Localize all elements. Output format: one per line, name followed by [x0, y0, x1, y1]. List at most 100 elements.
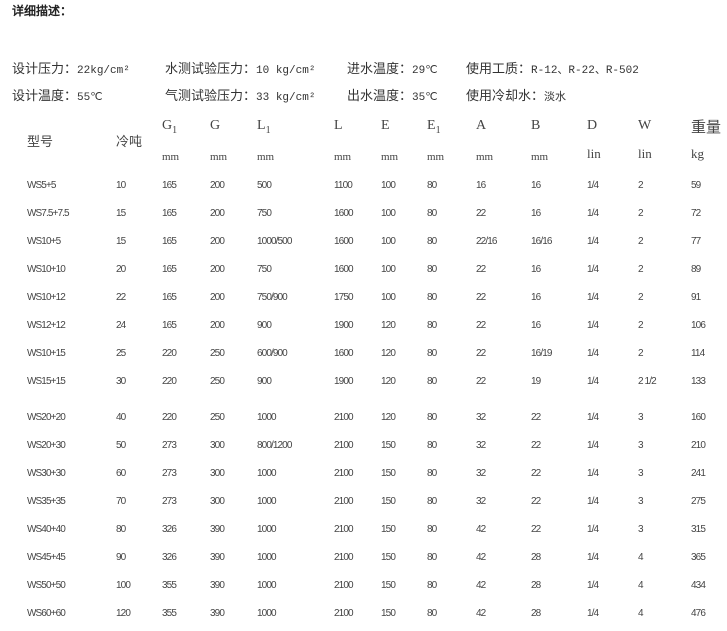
spec-label: 进水温度：: [347, 61, 413, 76]
cell-w: 3: [638, 496, 644, 507]
cell-e: 150: [381, 468, 396, 479]
cell-e: 150: [381, 552, 396, 563]
cell-model: WS7.5+7.5: [27, 208, 70, 219]
cell-l: 1900: [334, 320, 354, 331]
spec-label: 出水温度：: [347, 88, 413, 103]
cell-b: 22: [531, 412, 541, 423]
spec-label: 设计温度：: [12, 88, 78, 103]
spec-value: 10 kg/cm²: [256, 65, 316, 77]
cell-a: 32: [476, 412, 486, 423]
column-header-l1: L1: [257, 118, 271, 136]
column-header-tons: 冷吨: [116, 131, 142, 150]
column-label: 重量: [691, 118, 722, 136]
cell-w: 3: [638, 468, 644, 479]
cell-b: 28: [531, 580, 541, 591]
cell-d: 1/4: [587, 468, 599, 479]
cell-g: 200: [210, 292, 225, 303]
column-header-b: B: [531, 118, 540, 134]
cell-g1: 165: [162, 208, 177, 219]
cell-l: 1100: [334, 180, 353, 191]
cell-e: 150: [381, 440, 396, 451]
cell-model: WS45+45: [27, 552, 66, 563]
spec-item: 出水温度：35℃: [347, 85, 438, 104]
spec-value: 35℃: [412, 92, 438, 104]
cell-model: WS60+60: [27, 608, 66, 619]
cell-model: WS50+50: [27, 580, 66, 591]
cell-weight: 160: [691, 412, 706, 423]
cell-e1: 80: [427, 320, 437, 331]
spec-value: 淡水: [544, 92, 567, 104]
cell-g1: 326: [162, 524, 177, 535]
cell-model: WS10+5: [27, 236, 61, 247]
cell-tons: 70: [116, 496, 126, 507]
cell-g1: 355: [162, 580, 177, 591]
cell-e1: 80: [427, 496, 437, 507]
column-unit: lin: [638, 146, 652, 161]
cell-model: WS10+15: [27, 348, 66, 359]
spec-item: 进水温度：29℃: [347, 58, 438, 77]
cell-w: 3: [638, 440, 644, 451]
spec-item: 设计压力：22kg/cm²: [12, 58, 130, 77]
cell-g: 390: [210, 524, 225, 535]
cell-g1: 273: [162, 440, 177, 451]
cell-model: WS10+12: [27, 292, 66, 303]
cell-weight: 59: [691, 180, 701, 191]
cell-tons: 40: [116, 412, 126, 423]
column-unit: mm: [334, 151, 352, 163]
cell-g1: 165: [162, 320, 177, 331]
column-header-g: G: [210, 118, 220, 134]
cell-e: 120: [381, 376, 396, 387]
cell-d: 1/4: [587, 348, 599, 359]
cell-w: 2: [638, 320, 644, 331]
cell-d: 1/4: [587, 292, 599, 303]
cell-weight: 275: [691, 496, 706, 507]
cell-d: 1/4: [587, 524, 599, 535]
column-header-l: L: [334, 118, 343, 134]
cell-d: 1/4: [587, 320, 599, 331]
cell-model: WS30+30: [27, 468, 66, 479]
cell-l1: 1000: [257, 608, 277, 619]
cell-l: 1600: [334, 348, 354, 359]
cell-a: 22: [476, 208, 486, 219]
cell-model: WS15+15: [27, 376, 66, 387]
spec-label: 气测试验压力：: [165, 88, 257, 103]
column-unit: mm: [531, 151, 549, 163]
cell-w: 2: [638, 180, 644, 191]
column-header-d: D: [587, 118, 597, 134]
cell-w: 2: [638, 292, 644, 303]
cell-model: WS10+10: [27, 264, 66, 275]
cell-l: 2100: [334, 524, 354, 535]
cell-g: 250: [210, 348, 225, 359]
cell-a: 16: [476, 180, 486, 191]
column-unit: mm: [162, 151, 180, 163]
cell-w: 2 1/2: [638, 376, 657, 387]
spec-item: 使用冷却水：淡水: [466, 85, 566, 104]
cell-g1: 165: [162, 180, 177, 191]
cell-tons: 15: [116, 208, 126, 219]
cell-w: 4: [638, 608, 644, 619]
cell-g: 200: [210, 264, 225, 275]
cell-w: 4: [638, 580, 644, 591]
cell-e: 100: [381, 208, 396, 219]
column-subscript: 1: [435, 124, 441, 136]
cell-l: 2100: [334, 412, 354, 423]
cell-g1: 273: [162, 496, 177, 507]
cell-weight: 91: [691, 292, 701, 303]
spec-label: 使用冷却水：: [466, 88, 545, 103]
cell-g1: 326: [162, 552, 177, 563]
cell-e: 100: [381, 180, 396, 191]
cell-a: 42: [476, 524, 486, 535]
cell-w: 3: [638, 412, 644, 423]
cell-l1: 1000: [257, 412, 277, 423]
cell-b: 22: [531, 468, 541, 479]
cell-model: WS12+12: [27, 320, 66, 331]
cell-w: 2: [638, 236, 644, 247]
cell-l1: 900: [257, 320, 272, 331]
cell-g: 300: [210, 496, 225, 507]
column-unit: lin: [587, 146, 601, 161]
cell-a: 22: [476, 264, 486, 275]
cell-l1: 750/900: [257, 292, 288, 303]
cell-d: 1/4: [587, 580, 599, 591]
cell-tons: 22: [116, 292, 126, 303]
cell-weight: 114: [691, 348, 705, 359]
